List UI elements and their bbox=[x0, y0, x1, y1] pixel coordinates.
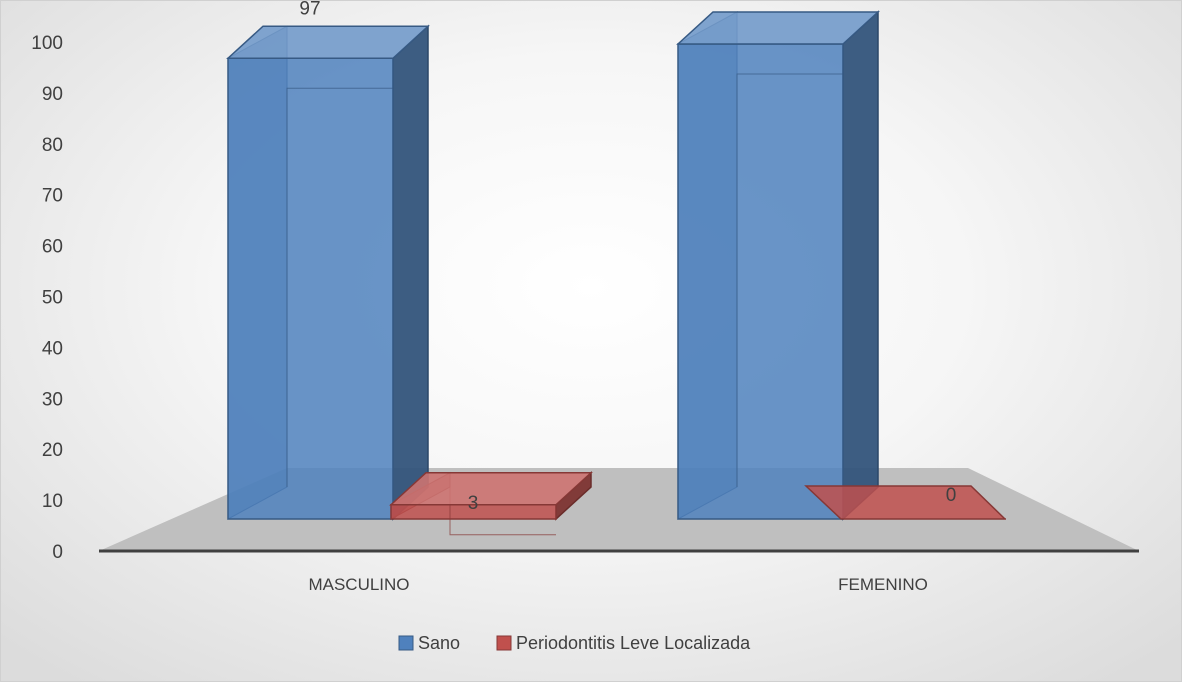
y-tick-label: 100 bbox=[31, 33, 63, 54]
y-tick-label: 10 bbox=[42, 491, 63, 512]
data-label: 0 bbox=[946, 485, 957, 506]
legend-label: Sano bbox=[418, 633, 460, 653]
y-tick-label: 50 bbox=[42, 288, 63, 309]
y-tick-label: 30 bbox=[42, 389, 63, 410]
legend-swatch bbox=[398, 635, 414, 651]
data-label: 100 bbox=[744, 1, 776, 5]
y-tick-label: 60 bbox=[42, 237, 63, 258]
y-tick-label: 70 bbox=[42, 186, 63, 207]
legend-label: Periodontitis Leve Localizada bbox=[516, 633, 751, 653]
legend-swatch bbox=[496, 635, 512, 651]
bar-front-face bbox=[227, 57, 394, 520]
data-label: 3 bbox=[468, 493, 479, 514]
bar-zero-slab bbox=[804, 485, 1006, 520]
bar-top-face bbox=[226, 25, 430, 59]
y-tick-label: 80 bbox=[42, 135, 63, 156]
bar-front-face bbox=[677, 43, 844, 520]
x-category-label: MASCULINO bbox=[308, 575, 409, 594]
y-tick-label: 0 bbox=[52, 542, 63, 563]
bar-inner-edge bbox=[286, 87, 393, 487]
data-label: 97 bbox=[299, 1, 320, 19]
x-category-label: FEMENINO bbox=[838, 575, 928, 594]
y-tick-label: 20 bbox=[42, 440, 63, 461]
bar-side-face bbox=[392, 24, 429, 521]
y-tick-label: 90 bbox=[42, 84, 63, 105]
bar-inner-edge bbox=[736, 73, 843, 487]
bar-top-face bbox=[676, 11, 880, 45]
bar-side-face bbox=[842, 10, 879, 521]
bar-top-face bbox=[389, 472, 593, 506]
y-tick-label: 40 bbox=[42, 338, 63, 359]
